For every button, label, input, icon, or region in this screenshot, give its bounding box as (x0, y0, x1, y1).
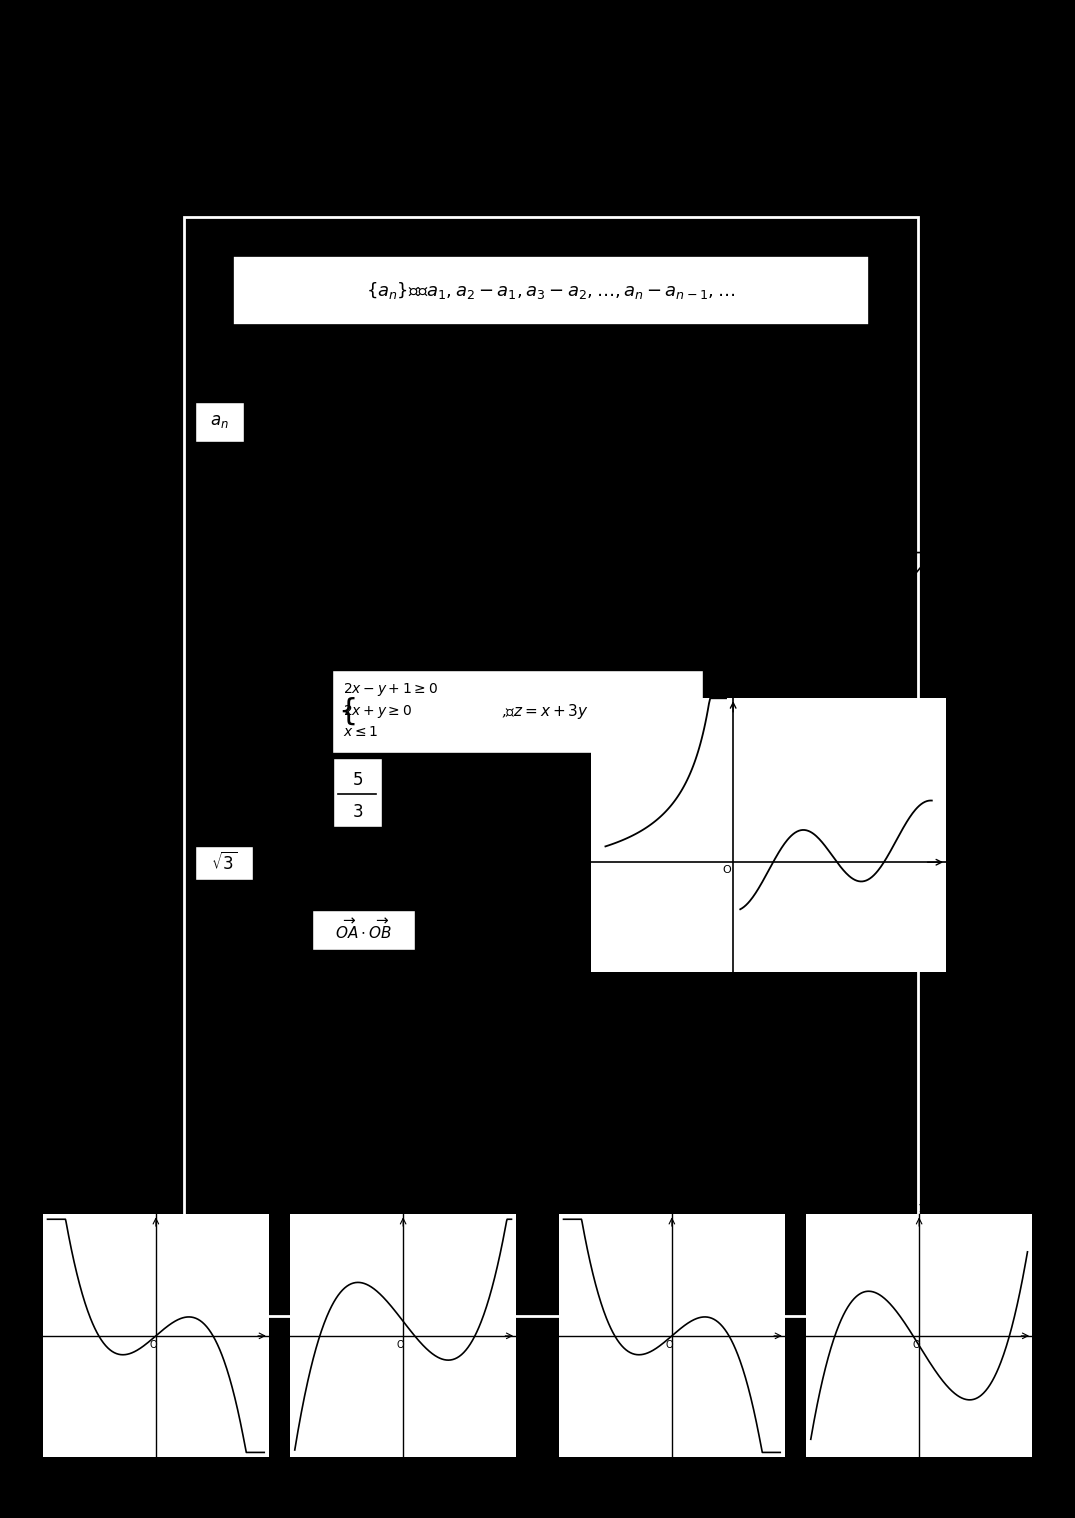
Text: O: O (722, 865, 731, 876)
Text: B: B (878, 542, 886, 553)
Text: A: A (871, 641, 878, 650)
Text: $x \leq 1$: $x \leq 1$ (343, 726, 378, 739)
FancyBboxPatch shape (332, 669, 703, 753)
FancyBboxPatch shape (232, 257, 870, 325)
Text: $\overrightarrow{OA}\cdot\overrightarrow{OB}$: $\overrightarrow{OA}\cdot\overrightarrow… (335, 918, 392, 943)
Text: E: E (741, 641, 747, 650)
FancyBboxPatch shape (332, 759, 382, 827)
Text: B: B (398, 1462, 408, 1475)
Text: $a_n$: $a_n$ (211, 413, 229, 430)
Text: $3$: $3$ (352, 803, 363, 821)
FancyBboxPatch shape (196, 846, 253, 880)
Text: y: y (733, 683, 741, 695)
FancyBboxPatch shape (196, 402, 244, 442)
Text: C: C (647, 559, 656, 568)
Text: A: A (151, 1462, 161, 1475)
Text: $2x + y \geq 0$: $2x + y \geq 0$ (343, 703, 412, 720)
Text: $\sqrt{3}$: $\sqrt{3}$ (211, 852, 238, 874)
Text: $5$: $5$ (352, 771, 362, 788)
Text: x: x (273, 1331, 280, 1340)
Text: P: P (888, 410, 895, 422)
Text: y: y (402, 1202, 408, 1211)
Text: C: C (666, 1462, 677, 1475)
Text: x: x (949, 856, 957, 868)
Text: $2x - y + 1 \geq 0$: $2x - y + 1 \geq 0$ (343, 682, 438, 698)
Text: O: O (149, 1340, 157, 1350)
Text: O: O (665, 1340, 673, 1350)
Text: E': E' (758, 586, 768, 595)
Text: y: y (671, 1202, 677, 1211)
Text: $\{$: $\{$ (339, 695, 356, 727)
Text: D: D (914, 1462, 924, 1475)
Text: $\{a_n\}$满足$a_1,a_2-a_1,a_3-a_2,\ldots,a_n-a_{n-1},\ldots$: $\{a_n\}$满足$a_1,a_2-a_1,a_3-a_2,\ldots,a… (367, 279, 735, 301)
Text: y: y (155, 1202, 161, 1211)
Text: x: x (1036, 1331, 1043, 1340)
Text: x: x (520, 1331, 527, 1340)
Text: ,则$z = x + 3y$: ,则$z = x + 3y$ (501, 701, 589, 721)
Text: O: O (397, 1340, 404, 1350)
Text: y: y (918, 1202, 924, 1211)
Text: O: O (913, 1340, 920, 1350)
Text: x: x (789, 1331, 796, 1340)
FancyBboxPatch shape (312, 911, 415, 950)
